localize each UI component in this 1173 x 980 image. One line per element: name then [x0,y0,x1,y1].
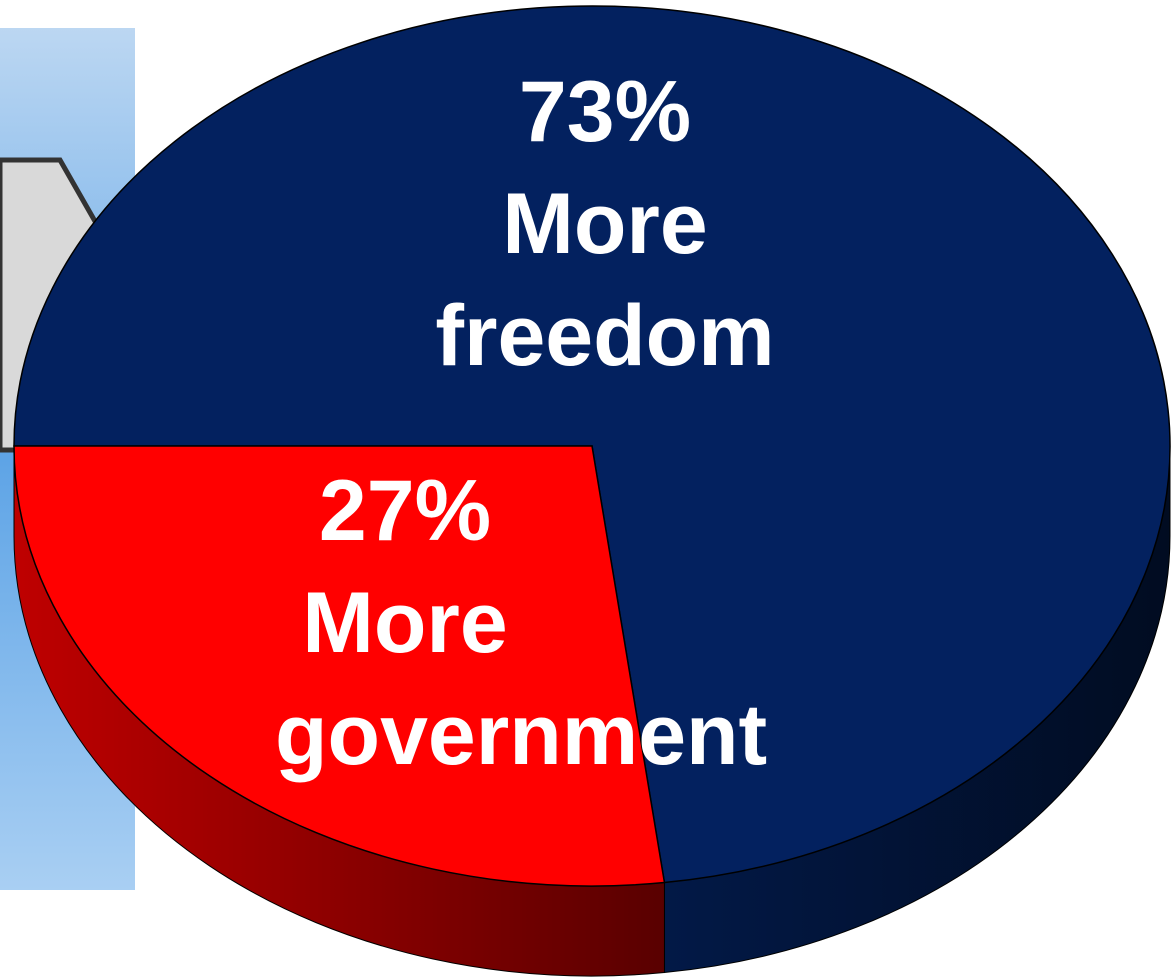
category-label: More freedom [435,176,775,384]
slice [13,445,666,887]
value-label: 27% [318,463,492,559]
category-label: More government [275,575,768,783]
slice [13,5,1171,884]
pie [13,5,1171,977]
value-label: 73% [518,64,692,160]
slice-label: 73% More freedom [405,56,805,392]
slice-label: 27% More government [105,455,768,791]
